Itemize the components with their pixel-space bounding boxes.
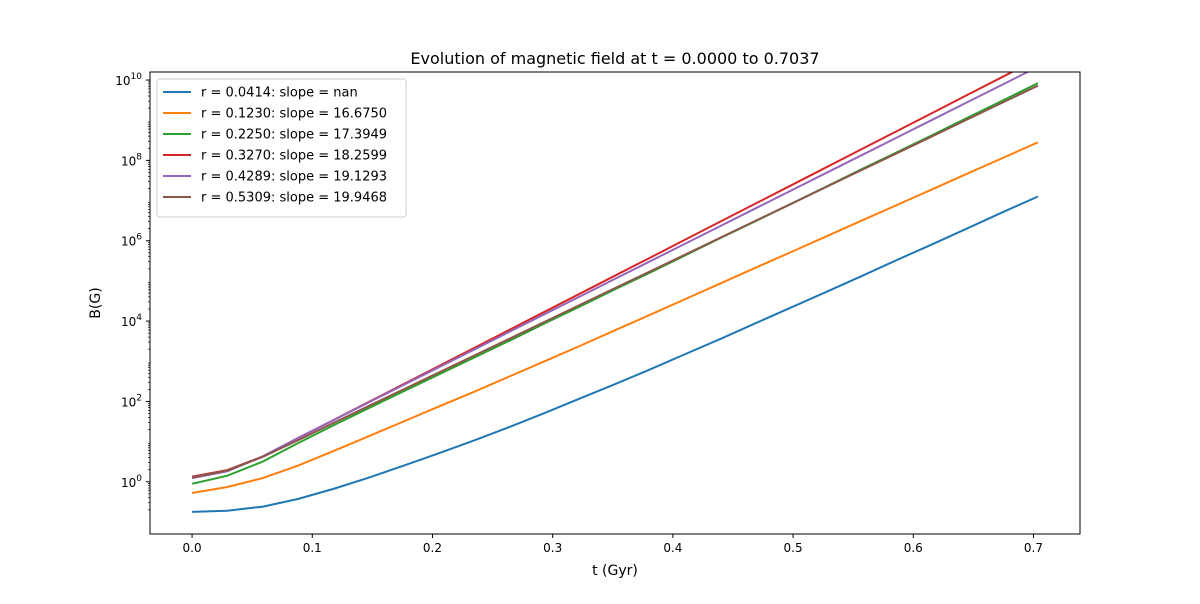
legend: r = 0.0414: slope = nan r = 0.1230: slope… [156, 78, 407, 218]
y-tick-exponent: 6 [136, 233, 142, 243]
legend-label: r = 0.3270: slope = 18.2599 [201, 149, 387, 164]
legend-box [156, 78, 407, 218]
y-tick-base: 10 [121, 154, 136, 168]
x-tick-label: 0.7 [1024, 541, 1043, 555]
y-tick-label: 100 [121, 474, 142, 490]
y-tick-base: 10 [121, 315, 136, 329]
legend-label: r = 0.2250: slope = 17.3949 [201, 128, 387, 143]
chart-title: Evolution of magnetic field at t = 0.000… [410, 49, 819, 68]
legend-label: r = 0.4289: slope = 19.1293 [201, 170, 387, 185]
y-tick-exponent: 0 [136, 474, 142, 484]
y-tick-exponent: 10 [131, 72, 143, 82]
y-tick-label: 102 [121, 393, 142, 409]
x-tick-label: 0.3 [543, 541, 562, 555]
y-tick-label: 104 [121, 313, 142, 329]
legend-label: r = 0.5309: slope = 19.9468 [201, 191, 387, 206]
plot-frame [149, 71, 1081, 535]
legend-label: r = 0.1230: slope = 16.6750 [201, 107, 387, 122]
y-tick-label: 1010 [115, 72, 142, 88]
y-tick-base: 10 [115, 74, 130, 88]
y-tick-label: 108 [121, 152, 142, 168]
y-axis-label: B(G) [88, 287, 104, 318]
x-tick-label: 0.2 [423, 541, 442, 555]
x-tick-label: 0.0 [183, 541, 202, 555]
series-line-5 [191, 72, 1030, 480]
series-line-6 [191, 84, 1039, 479]
x-axis-ticks: 0.0 0.1 0.2 0.3 0.4 0.5 0.6 0.7 [183, 534, 1043, 555]
x-tick-label: 0.6 [904, 541, 923, 555]
y-tick-base: 10 [121, 476, 136, 490]
y-tick-label: 106 [121, 233, 142, 249]
x-tick-label: 0.4 [663, 541, 682, 555]
series-line-1 [192, 195, 1039, 513]
x-axis-label: t (Gyr) [592, 563, 638, 579]
y-tick-exponent: 8 [136, 152, 142, 162]
x-tick-label: 0.5 [784, 541, 803, 555]
y-tick-exponent: 4 [136, 313, 142, 323]
series-line-2 [191, 141, 1039, 494]
x-tick-label: 0.1 [303, 541, 322, 555]
y-tick-base: 10 [121, 235, 136, 249]
legend-label: r = 0.0414: slope = nan [201, 86, 358, 101]
y-tick-base: 10 [121, 395, 136, 409]
series-lines [191, 72, 1039, 513]
y-tick-exponent: 2 [136, 393, 142, 403]
